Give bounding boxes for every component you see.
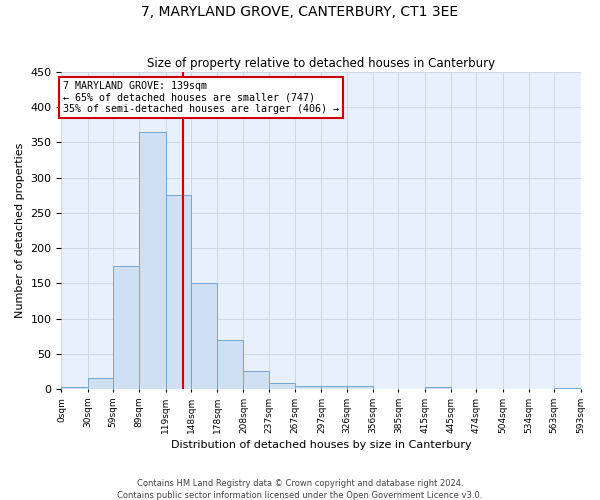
Bar [269, 384, 295, 389]
Text: Contains HM Land Registry data © Crown copyright and database right 2024.
Contai: Contains HM Land Registry data © Crown c… [118, 478, 482, 500]
Bar [113, 266, 139, 389]
Bar [88, 378, 113, 389]
Bar [244, 372, 269, 389]
Bar [322, 386, 347, 389]
Bar [295, 386, 322, 389]
Bar [217, 340, 244, 389]
Bar [554, 388, 581, 389]
Bar [347, 386, 373, 389]
Bar [139, 132, 166, 389]
Bar [425, 387, 451, 389]
Bar [166, 196, 191, 389]
Text: 7 MARYLAND GROVE: 139sqm
← 65% of detached houses are smaller (747)
35% of semi-: 7 MARYLAND GROVE: 139sqm ← 65% of detach… [63, 80, 339, 114]
Bar [191, 284, 217, 389]
Y-axis label: Number of detached properties: Number of detached properties [15, 143, 25, 318]
X-axis label: Distribution of detached houses by size in Canterbury: Distribution of detached houses by size … [170, 440, 471, 450]
Bar [61, 387, 88, 389]
Text: 7, MARYLAND GROVE, CANTERBURY, CT1 3EE: 7, MARYLAND GROVE, CANTERBURY, CT1 3EE [142, 5, 458, 19]
Title: Size of property relative to detached houses in Canterbury: Size of property relative to detached ho… [147, 56, 495, 70]
